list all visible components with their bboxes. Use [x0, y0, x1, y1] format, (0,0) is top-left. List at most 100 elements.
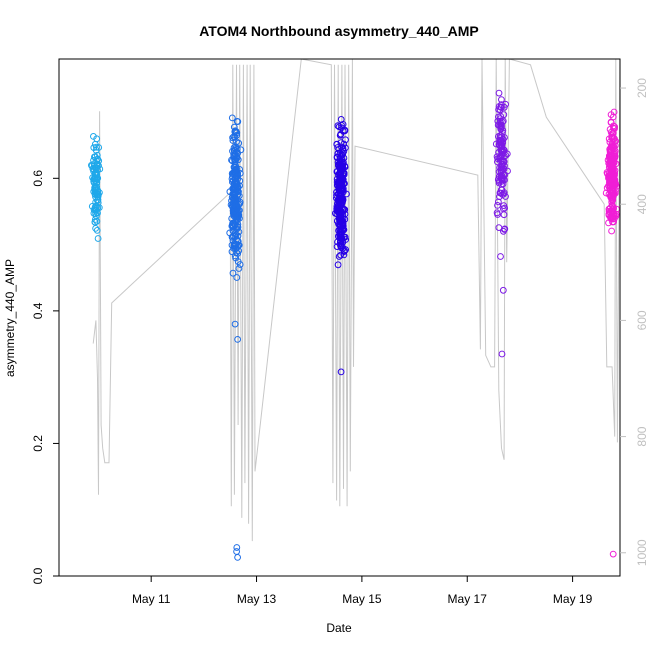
data-point [606, 209, 614, 216]
data-point [91, 218, 99, 226]
data-point [232, 162, 240, 170]
data-point [607, 175, 614, 182]
data-point [497, 189, 505, 197]
data-point [231, 221, 239, 228]
x-tick-label: May 13 [237, 592, 277, 606]
data-point [233, 274, 241, 281]
data-point [93, 203, 100, 210]
data-point [337, 176, 345, 184]
data-point [335, 203, 343, 210]
data-point [499, 126, 507, 134]
data-point [229, 237, 237, 245]
data-point [609, 196, 617, 204]
data-point [339, 146, 347, 154]
series-2 [226, 114, 245, 561]
data-point [613, 205, 620, 213]
data-point [332, 209, 339, 217]
y-tick-label: 0.6 [31, 170, 45, 187]
data-point [611, 135, 618, 143]
data-point [500, 111, 508, 119]
outlier-point [499, 286, 507, 294]
data-point [334, 261, 342, 269]
data-point [609, 113, 617, 121]
data-point [341, 126, 349, 134]
outlier-point [231, 320, 239, 328]
data-point [232, 154, 240, 162]
outlier-point [497, 253, 504, 260]
data-point [611, 149, 619, 157]
series-3 [332, 116, 350, 376]
data-point [232, 225, 240, 232]
data-point [338, 197, 346, 205]
data-point [504, 167, 511, 175]
data-point [230, 133, 238, 141]
series-1 [88, 133, 104, 242]
data-point [608, 158, 616, 166]
data-point [335, 253, 343, 260]
data-point [338, 219, 346, 227]
data-point [337, 231, 345, 239]
x-axis-label: Date [326, 621, 352, 635]
data-point [228, 114, 236, 122]
data-point [340, 251, 348, 259]
data-point [88, 162, 96, 170]
y2-tick-label: 1000 [635, 539, 649, 566]
data-point [230, 123, 238, 131]
x-tick-label: May 19 [553, 592, 593, 606]
data-point [494, 211, 502, 218]
data-point [337, 240, 345, 248]
x-tick-label: May 11 [132, 592, 171, 606]
data-point [611, 215, 618, 222]
data-point [604, 156, 612, 164]
data-point [499, 166, 507, 174]
data-point [235, 139, 243, 147]
data-point [501, 204, 509, 212]
data-point [95, 144, 103, 151]
data-point [497, 186, 505, 194]
outlier-point [233, 544, 241, 551]
data-point [93, 171, 100, 179]
data-point [91, 204, 99, 212]
data-point [500, 227, 507, 235]
data-point [231, 211, 239, 219]
data-point [336, 229, 344, 236]
data-point [236, 166, 244, 173]
data-point [234, 118, 242, 125]
data-point [497, 173, 505, 180]
y2-tick-label: 600 [635, 310, 649, 330]
data-point [501, 162, 508, 170]
data-point [502, 193, 509, 200]
data-point [236, 182, 243, 190]
data-point [607, 119, 615, 126]
data-point [334, 190, 342, 198]
data-point [340, 169, 347, 177]
data-point [496, 122, 504, 130]
data-point [337, 251, 345, 259]
outlier-point [498, 350, 506, 358]
data-point [336, 164, 344, 172]
data-point [337, 224, 345, 232]
data-point [91, 190, 99, 198]
data-point [93, 143, 100, 151]
data-point [337, 199, 345, 207]
data-point [234, 243, 242, 251]
data-point [608, 227, 615, 235]
data-point [611, 181, 619, 189]
data-point [230, 245, 238, 252]
outlier-point [337, 368, 345, 376]
data-point [334, 238, 341, 246]
depth-trace-layer [92, 59, 620, 542]
data-point [343, 190, 350, 198]
data-point [92, 184, 99, 192]
y-axis: 0.0 0.2 0.4 0.6 [31, 170, 59, 584]
data-point [492, 140, 500, 148]
y2-tick-label: 400 [635, 194, 649, 214]
data-point [339, 205, 347, 212]
data-point [229, 147, 236, 155]
data-point [494, 155, 502, 163]
y2-axis: 200 400 600 800 1000 [620, 78, 649, 566]
data-point [96, 189, 103, 197]
data-point [607, 204, 614, 212]
x-tick-label: May 15 [342, 592, 382, 606]
data-point [230, 207, 237, 215]
